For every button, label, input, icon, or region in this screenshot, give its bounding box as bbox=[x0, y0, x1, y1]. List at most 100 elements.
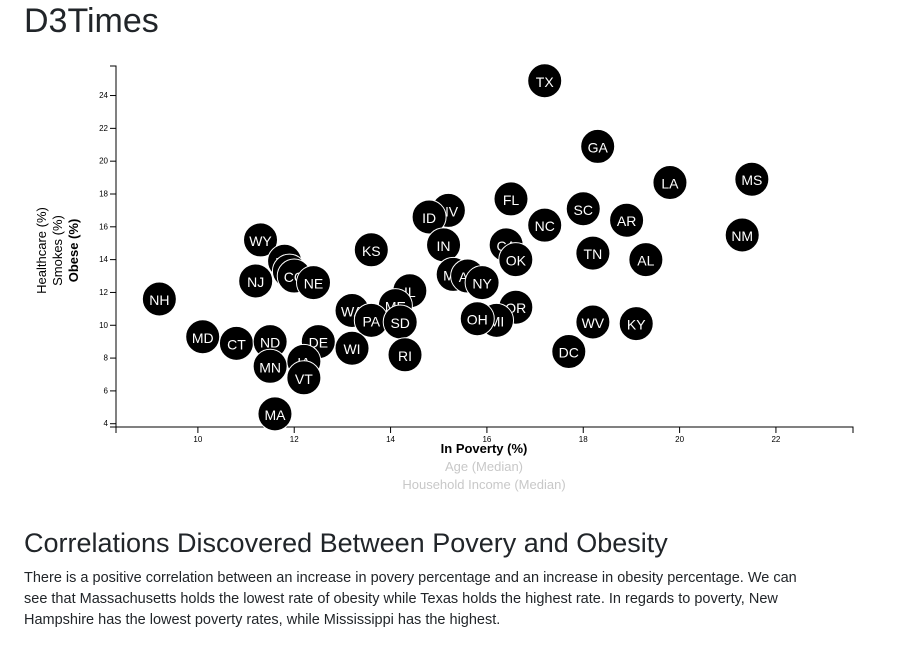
state-point-fl[interactable]: FL bbox=[493, 181, 529, 217]
state-point-la[interactable]: LA bbox=[652, 165, 688, 201]
y-tick-label: 6 bbox=[104, 386, 109, 395]
y-axis-option-1[interactable]: Smokes (%) bbox=[50, 215, 65, 286]
state-point-tx[interactable]: TX bbox=[527, 63, 563, 99]
state-point-md[interactable]: MD bbox=[185, 319, 221, 355]
state-label: AR bbox=[617, 213, 636, 229]
x-axis-option-2[interactable]: Household Income (Median) bbox=[402, 477, 565, 492]
state-circle[interactable] bbox=[527, 63, 563, 99]
y-tick-label: 14 bbox=[99, 255, 108, 264]
state-circle[interactable] bbox=[652, 165, 688, 201]
state-circle[interactable] bbox=[257, 396, 293, 432]
y-tick-label: 10 bbox=[99, 321, 108, 330]
y-tick-label: 22 bbox=[99, 124, 108, 133]
state-circle[interactable] bbox=[575, 235, 611, 271]
state-point-ks[interactable]: KS bbox=[353, 232, 389, 268]
state-label: MS bbox=[741, 172, 762, 188]
state-label: SD bbox=[390, 315, 409, 331]
state-point-nc[interactable]: NC bbox=[527, 207, 563, 243]
state-point-wy[interactable]: WY bbox=[243, 222, 279, 258]
state-label: VT bbox=[295, 371, 313, 387]
state-point-ny[interactable]: NY bbox=[464, 265, 500, 301]
state-label: IN bbox=[437, 238, 451, 254]
x-tick-label: 18 bbox=[579, 435, 588, 444]
state-point-mn[interactable]: MN bbox=[252, 348, 288, 384]
state-point-ct[interactable]: CT bbox=[218, 325, 254, 361]
state-circle[interactable] bbox=[609, 202, 645, 238]
state-point-nh[interactable]: NH bbox=[141, 281, 177, 317]
state-point-wv[interactable]: WV bbox=[575, 304, 611, 340]
state-circle[interactable] bbox=[724, 217, 760, 253]
state-circle[interactable] bbox=[734, 161, 770, 197]
state-label: TN bbox=[584, 246, 603, 262]
state-circle[interactable] bbox=[238, 263, 274, 299]
state-point-ri[interactable]: RI bbox=[387, 337, 423, 373]
state-circle[interactable] bbox=[252, 348, 288, 384]
state-point-wi[interactable]: WI bbox=[334, 330, 370, 366]
site-title: D3Times bbox=[24, 2, 159, 40]
state-circle[interactable] bbox=[628, 242, 664, 278]
y-axis-option-2[interactable]: Healthcare (%) bbox=[34, 207, 49, 294]
state-circle[interactable] bbox=[527, 207, 563, 243]
x-axis-line bbox=[115, 426, 854, 433]
state-point-id[interactable]: ID bbox=[411, 199, 447, 235]
y-axis-line bbox=[110, 65, 117, 428]
state-point-ok[interactable]: OK bbox=[498, 242, 534, 278]
state-label: WI bbox=[343, 341, 360, 357]
state-label: DE bbox=[309, 335, 328, 351]
x-tick-label: 16 bbox=[482, 435, 491, 444]
x-tick-label: 22 bbox=[771, 435, 780, 444]
state-point-dc[interactable]: DC bbox=[551, 334, 587, 370]
state-point-vt[interactable]: VT bbox=[286, 360, 322, 396]
state-point-in[interactable]: IN bbox=[426, 227, 462, 263]
state-circle[interactable] bbox=[580, 128, 616, 164]
state-circle[interactable] bbox=[493, 181, 529, 217]
x-axis-option-1[interactable]: Age (Median) bbox=[445, 459, 523, 474]
state-circle[interactable] bbox=[551, 334, 587, 370]
state-point-ga[interactable]: GA bbox=[580, 128, 616, 164]
state-point-pa[interactable]: PA bbox=[353, 302, 389, 338]
state-label: CT bbox=[227, 336, 246, 352]
state-label: OH bbox=[467, 312, 488, 328]
state-circle[interactable] bbox=[243, 222, 279, 258]
state-label: NE bbox=[304, 276, 323, 292]
state-circle[interactable] bbox=[185, 319, 221, 355]
state-point-ar[interactable]: AR bbox=[609, 202, 645, 238]
state-circle[interactable] bbox=[334, 330, 370, 366]
state-point-ky[interactable]: KY bbox=[618, 306, 654, 342]
y-tick-label: 12 bbox=[99, 288, 108, 297]
state-circle[interactable] bbox=[353, 232, 389, 268]
state-point-nd[interactable]: ND bbox=[252, 324, 288, 360]
y-tick-label: 18 bbox=[99, 189, 108, 198]
x-axis: 10 12 14 16 18 20 22 bbox=[115, 426, 854, 444]
state-circle[interactable] bbox=[286, 360, 322, 396]
section-heading: Correlations Discovered Between Povery a… bbox=[24, 528, 668, 558]
state-circle[interactable] bbox=[141, 281, 177, 317]
state-circle[interactable] bbox=[618, 306, 654, 342]
state-circle[interactable] bbox=[295, 265, 331, 301]
state-label: SC bbox=[574, 202, 593, 218]
scatter-chart: 4 6 8 10 12 14 16 18 20 22 24 10 12 14 16 18 20 22 Obese… bbox=[34, 63, 854, 492]
state-circle[interactable] bbox=[575, 304, 611, 340]
state-point-oh[interactable]: OH bbox=[459, 301, 495, 337]
state-point-nj[interactable]: NJ bbox=[238, 263, 274, 299]
state-point-nm[interactable]: NM bbox=[724, 217, 760, 253]
state-point-tn[interactable]: TN bbox=[575, 235, 611, 271]
state-point-ne[interactable]: NE bbox=[295, 265, 331, 301]
state-label: RI bbox=[398, 348, 412, 364]
state-circle[interactable] bbox=[498, 242, 534, 278]
state-point-sd[interactable]: SD bbox=[382, 304, 418, 340]
state-circle[interactable] bbox=[459, 301, 495, 337]
state-label: TX bbox=[536, 74, 555, 90]
x-tick-label: 12 bbox=[290, 435, 299, 444]
state-point-ma[interactable]: MA bbox=[257, 396, 293, 432]
x-axis-option-0[interactable]: In Poverty (%) bbox=[441, 441, 528, 456]
state-circle[interactable] bbox=[565, 191, 601, 227]
state-circle[interactable] bbox=[464, 265, 500, 301]
state-point-ms[interactable]: MS bbox=[734, 161, 770, 197]
state-circle[interactable] bbox=[411, 199, 447, 235]
state-point-al[interactable]: AL bbox=[628, 242, 664, 278]
x-axis-label-group: In Poverty (%) Age (Median) Household Inco… bbox=[402, 441, 565, 492]
state-circle[interactable] bbox=[387, 337, 423, 373]
y-axis-option-0[interactable]: Obese (%) bbox=[66, 219, 81, 283]
state-point-sc[interactable]: SC bbox=[565, 191, 601, 227]
